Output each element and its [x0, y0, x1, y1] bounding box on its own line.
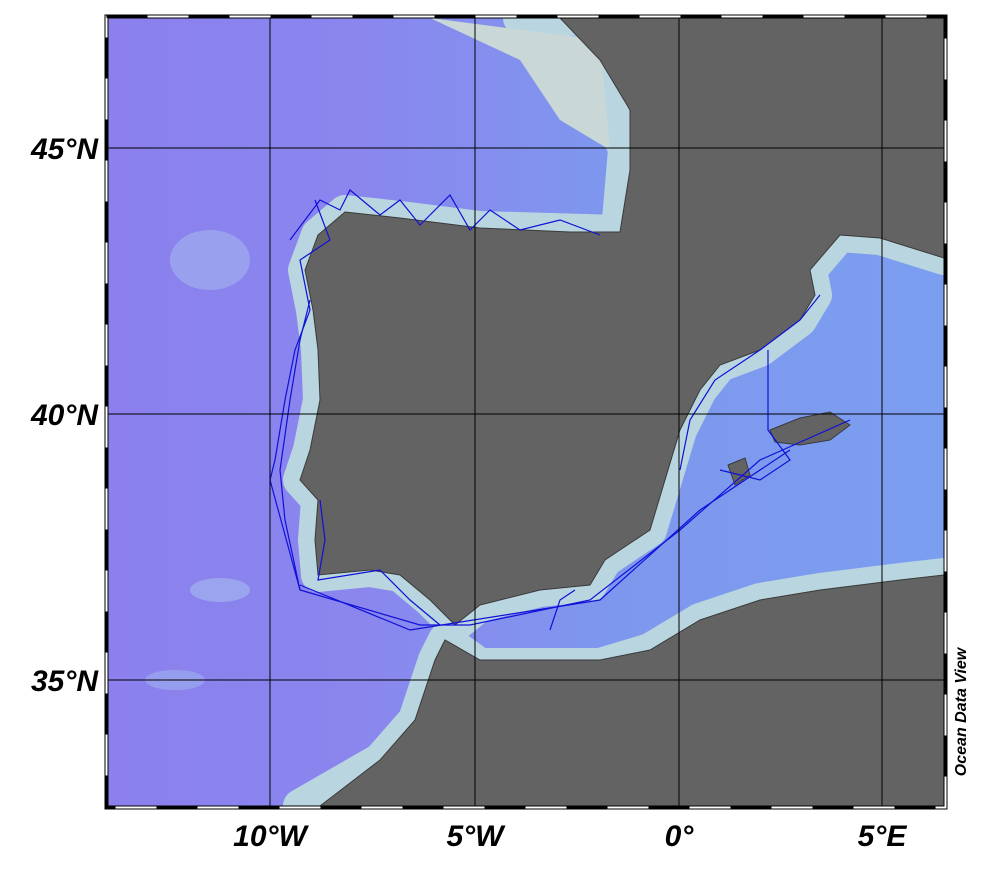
lat-label: 40°N — [30, 399, 99, 432]
land — [299, 18, 944, 806]
seamount — [170, 230, 250, 290]
shelf-north — [430, 18, 610, 150]
lat-label: 45°N — [30, 133, 99, 166]
map-body — [108, 18, 944, 806]
lon-label: 10°W — [233, 820, 309, 853]
seamount — [190, 578, 250, 602]
lon-label: 5°W — [447, 820, 507, 853]
credit: Ocean Data View — [953, 646, 970, 776]
lat-label: 35°N — [31, 665, 99, 698]
graticule — [108, 18, 944, 806]
lon-label: 5°E — [858, 820, 908, 853]
lon-label: 0° — [665, 820, 695, 853]
frame-ticks — [105, 15, 947, 809]
